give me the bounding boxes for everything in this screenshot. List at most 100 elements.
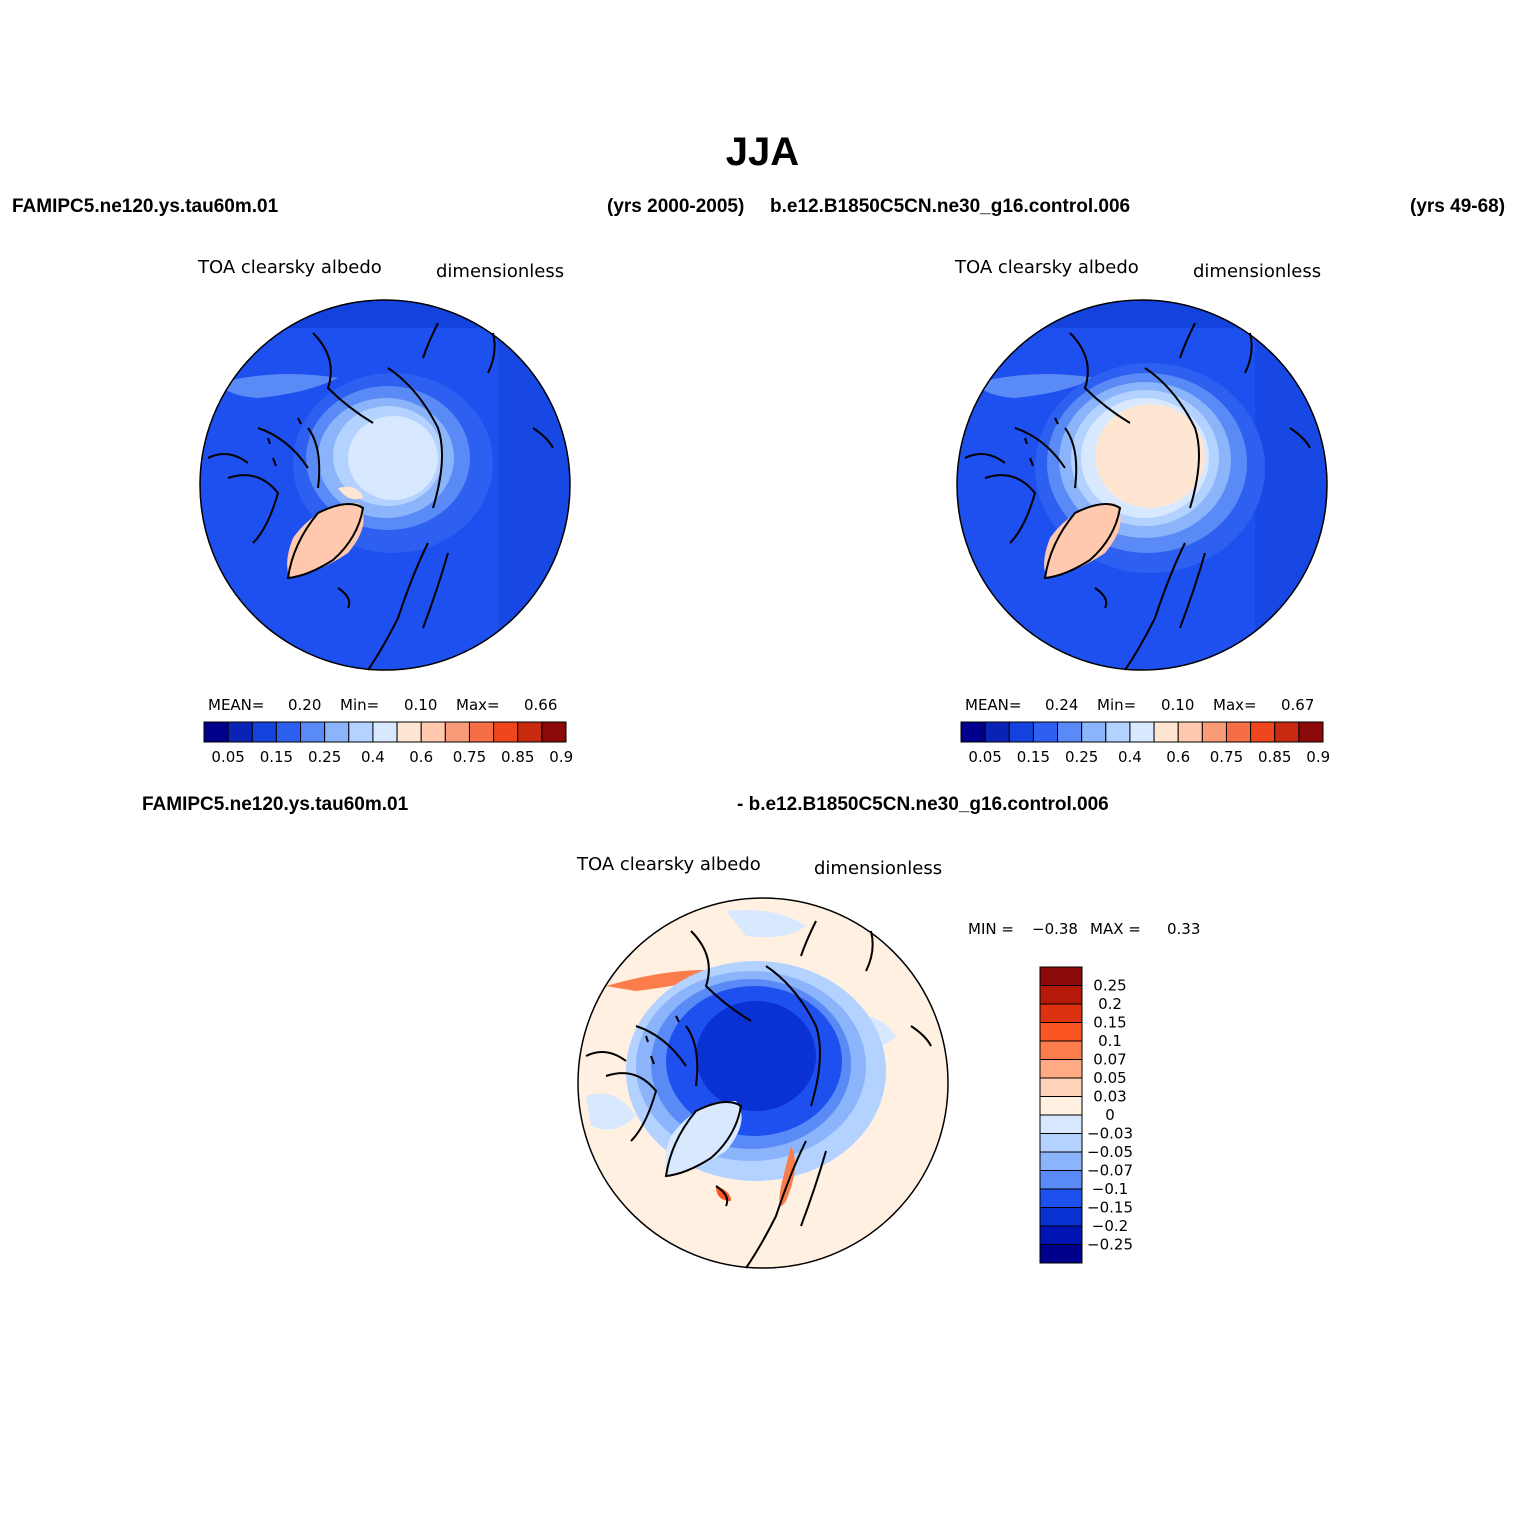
panel2-polar-map (956, 299, 1328, 671)
diff-polar-map (577, 897, 949, 1269)
panel1-colorbar-swatch (372, 721, 398, 743)
panel2-max-value: 0.67 (1281, 696, 1315, 714)
diff-colorbar-tick-label: −0.05 (1087, 1143, 1133, 1161)
diff-units: dimensionless (814, 858, 943, 879)
panel2-colorbar-tick-label: 0.85 (1258, 748, 1291, 766)
diff-colorbar-tick-label: 0.15 (1093, 1014, 1126, 1032)
figure-title: JJA (725, 130, 800, 174)
diff-variable: TOA clearsky albedo (577, 854, 761, 875)
panel1-min-value: 0.10 (404, 696, 438, 714)
panel2-variable: TOA clearsky albedo (955, 257, 1139, 278)
panel2-colorbar-swatch (1153, 721, 1179, 743)
panel1-min-label: Min= (340, 696, 380, 714)
panel2-colorbar-swatch (984, 721, 1010, 743)
panel1-colorbar-tick-label: 0.05 (211, 748, 244, 766)
panel2-colorbar-tick-label: 0.6 (1166, 748, 1190, 766)
panel1-colorbar-swatch (227, 721, 253, 743)
diff-colorbar-tick-label: 0.1 (1098, 1032, 1122, 1050)
diff-case-left: FAMIPC5.ne120.ys.tau60m.01 (142, 794, 409, 815)
panel1-colorbar: 0.05 0.15 0.25 0.4 0.6 0.75 0.85 0.95 (203, 721, 572, 766)
panel2-colorbar-tick-label: 0.05 (968, 748, 1001, 766)
panel1-colorbar-swatch (348, 721, 374, 743)
panel1-colorbar-swatch (275, 721, 302, 743)
panel2-colorbar-swatch (1250, 721, 1276, 743)
panel2-max-label: Max= (1213, 696, 1257, 714)
panel2-mean-value: 0.24 (1045, 696, 1079, 714)
diff-colorbar-swatch (1039, 1040, 1083, 1060)
diff-colorbar-swatch (1039, 1170, 1083, 1190)
diff-max-value: 0.33 (1167, 920, 1201, 938)
diff-colorbar-tick-label: 0 (1105, 1106, 1115, 1124)
panel1-colorbar-tick-label: 0.95 (549, 748, 572, 766)
case1-name: FAMIPC5.ne120.ys.tau60m.01 (12, 196, 279, 217)
diff-colorbar-tick-label: −0.1 (1092, 1180, 1128, 1198)
diff-colorbar-swatch (1039, 1207, 1083, 1227)
panel1-max-label: Max= (456, 696, 500, 714)
panel2-colorbar-swatch (1201, 721, 1227, 743)
panel1-colorbar-tick-label: 0.75 (453, 748, 486, 766)
case1-years: (yrs 2000-2005) (607, 196, 745, 217)
diff-colorbar-tick-label: −0.03 (1087, 1125, 1133, 1143)
panel1-colorbar-swatch (541, 721, 567, 743)
panel2-colorbar-swatch (1105, 721, 1131, 743)
panel2-colorbar-swatch (1274, 721, 1300, 743)
panel2-colorbar-swatch (1177, 721, 1203, 743)
diff-colorbar-tick-label: −0.07 (1087, 1162, 1133, 1180)
panel1-colorbar-swatch (420, 721, 446, 743)
panel1-colorbar-swatch (300, 721, 326, 743)
diff-colorbar-tick-label: 0.03 (1093, 1088, 1126, 1106)
diff-colorbar-tick-label: −0.15 (1087, 1199, 1133, 1217)
diff-colorbar-swatch (1039, 966, 1083, 986)
panel2-colorbar-tick-label: 0.15 (1017, 748, 1050, 766)
diff-colorbar-tick-label: −0.25 (1087, 1236, 1133, 1254)
panel1-colorbar-swatch (396, 721, 422, 743)
diff-colorbar-tick-label: 0.05 (1093, 1069, 1126, 1087)
diff-colorbar-swatch (1039, 1059, 1083, 1079)
panel1-colorbar-swatch (468, 721, 495, 743)
panel2-colorbar: 0.05 0.15 0.25 0.4 0.6 0.75 0.85 0.95 (960, 721, 1329, 766)
diff-colorbar-swatch (1039, 1244, 1083, 1264)
panel1-units: dimensionless (436, 261, 565, 282)
panel1-colorbar-swatch (203, 721, 229, 743)
panel1-colorbar-tick-label: 0.25 (308, 748, 341, 766)
diff-min-value: −0.38 (1032, 920, 1078, 938)
diff-colorbar-swatch (1039, 1133, 1083, 1153)
panel1-colorbar-tick-label: 0.4 (361, 748, 385, 766)
diff-max-label: MAX = (1090, 920, 1141, 938)
panel2-colorbar-swatch (1081, 721, 1107, 743)
case2-name: b.e12.B1850C5CN.ne30_g16.control.006 (770, 196, 1131, 217)
panel2-colorbar-swatch (1225, 721, 1252, 743)
panel2-min-value: 0.10 (1161, 696, 1195, 714)
diff-colorbar-swatch (1039, 1114, 1083, 1134)
panel2-colorbar-tick-label: 0.25 (1065, 748, 1098, 766)
panel2-min-label: Min= (1097, 696, 1137, 714)
panel1-colorbar-tick-label: 0.85 (501, 748, 534, 766)
panel1-polar-map (199, 299, 571, 671)
panel2-colorbar-swatch (1298, 721, 1324, 743)
panel1-colorbar-tick-label: 0.6 (409, 748, 433, 766)
panel2-colorbar-swatch (1057, 721, 1083, 743)
panel2-colorbar-swatch (1032, 721, 1059, 743)
panel2-colorbar-tick-label: 0.95 (1306, 748, 1329, 766)
diff-colorbar-swatch (1039, 1003, 1083, 1023)
panel2-colorbar-tick-label: 0.4 (1118, 748, 1142, 766)
panel1-max-value: 0.66 (524, 696, 558, 714)
panel1-colorbar-tick-label: 0.15 (260, 748, 293, 766)
diff-colorbar-swatch (1039, 1188, 1083, 1208)
diff-colorbar-tick-label: 0.2 (1098, 995, 1122, 1013)
panel2-colorbar-swatch (960, 721, 986, 743)
panel2-units: dimensionless (1193, 261, 1322, 282)
panel1-colorbar-swatch (444, 721, 470, 743)
panel1-colorbar-swatch (493, 721, 519, 743)
diff-colorbar-tick-label: 0.07 (1093, 1051, 1126, 1069)
panel1-colorbar-swatch (324, 721, 350, 743)
diff-colorbar-swatch (1039, 1151, 1083, 1171)
diff-colorbar-swatch (1039, 1096, 1083, 1116)
diff-min-label: MIN = (968, 920, 1014, 938)
case2-years: (yrs 49-68) (1410, 196, 1506, 217)
diff-colorbar-tick-label: −0.2 (1092, 1217, 1128, 1235)
panel1-variable: TOA clearsky albedo (198, 257, 382, 278)
panel1-colorbar-swatch (251, 721, 277, 743)
diff-colorbar-swatch (1039, 1225, 1083, 1245)
diff-colorbar-swatch (1039, 1022, 1083, 1042)
